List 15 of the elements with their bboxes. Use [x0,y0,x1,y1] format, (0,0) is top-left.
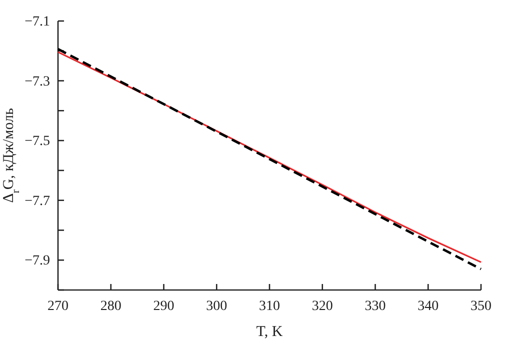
x-tick-label: 330 [364,298,386,314]
x-tick-label: 300 [206,298,228,314]
x-tick-label: 280 [100,298,122,314]
y-tick-label: −7.7 [24,194,50,209]
y-tick-label: −7.3 [24,74,50,90]
x-tick-label: 350 [470,298,492,314]
x-axis-title: T, K [256,324,283,340]
y-tick-label: −7.5 [24,134,50,150]
x-tick-label: 340 [418,298,439,314]
x-tick-label: 320 [312,298,333,314]
y-tick-label: −7.1 [24,14,50,30]
x-tick-label: 270 [48,298,68,314]
y-tick-label: −7.9 [24,254,50,269]
x-tick-label: 290 [153,298,174,314]
x-tick-label: 310 [259,298,280,314]
